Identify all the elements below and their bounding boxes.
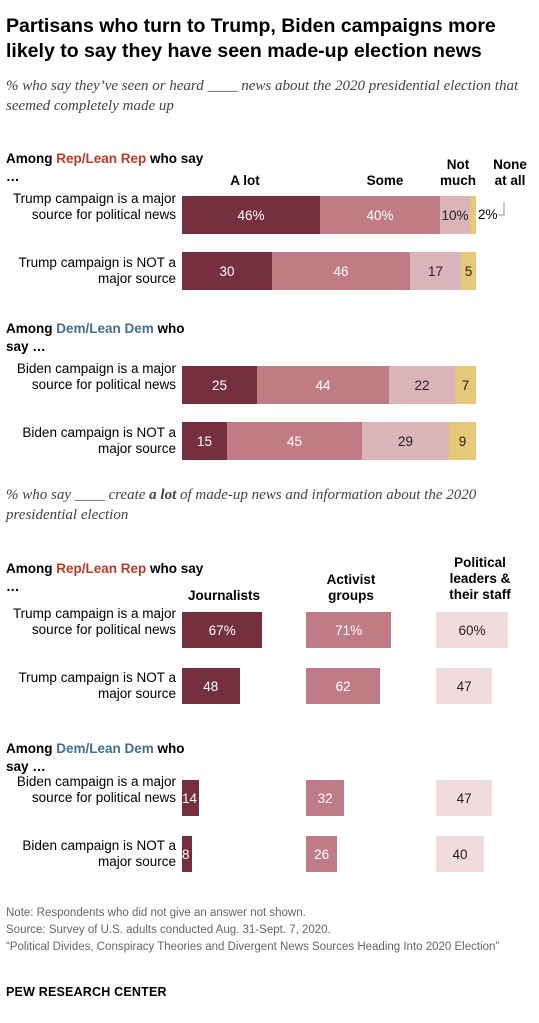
data-label: 44 [315, 377, 331, 393]
data-label: 5 [464, 263, 473, 279]
data-label: 26 [314, 846, 330, 862]
bar: 26 [306, 836, 338, 872]
data-label: 22 [414, 377, 430, 393]
row-label: Biden campaign is NOT a major source [22, 838, 176, 869]
data-label: 30 [219, 263, 235, 279]
bar-segment: 9 [449, 422, 476, 460]
data-label: 32 [317, 790, 333, 806]
pew-research-center-logo: PEW RESEARCH CENTER [6, 985, 167, 999]
bar-segment: 46% [182, 196, 320, 234]
row-label: Trump campaign is a major source for pol… [12, 191, 176, 222]
bar: 67% [182, 612, 263, 648]
legend-not-much: Not much [439, 157, 476, 188]
bar-segment: 22 [389, 366, 455, 404]
bar: 60% [436, 612, 508, 648]
row-label: Biden campaign is NOT a major source [22, 425, 176, 456]
data-label: 47 [456, 790, 472, 806]
bar-segment: 30 [182, 252, 272, 290]
chart-2-subtitle: % who say ____ create a lot of made-up n… [6, 487, 477, 523]
data-label: 48 [203, 678, 219, 694]
bar-segment: 29 [362, 422, 449, 460]
data-label: 45 [286, 433, 303, 449]
bar-segment: 5 [461, 252, 476, 290]
leader-line-none [498, 202, 505, 216]
row-label: Biden campaign is a major source for pol… [16, 361, 176, 392]
data-label: 47 [456, 678, 472, 694]
header-political-leaders: Political leaders & their staff [449, 555, 511, 602]
data-label: 2% [478, 207, 498, 222]
source: Source: Survey of U.S. adults conducted … [6, 924, 331, 936]
header-journalists: Journalists [187, 588, 261, 603]
data-label: 71% [335, 622, 363, 638]
row-label: Biden campaign is a major source for pol… [16, 774, 176, 805]
data-label: 25 [211, 377, 228, 393]
data-label: 46 [333, 263, 349, 279]
bar-segment: 7 [455, 366, 476, 404]
data-label: 67% [208, 622, 236, 638]
row-label: Trump campaign is NOT a major source [18, 255, 176, 286]
data-label: 46% [237, 207, 265, 223]
row-label: Trump campaign is NOT a major source [18, 670, 176, 701]
bar: 47 [436, 668, 493, 704]
chart-title: Partisans who turn to Trump, Biden campa… [6, 15, 496, 62]
data-label: 7 [461, 377, 470, 393]
group-label-rep: Among Rep/Lean Rep who say … [6, 561, 204, 594]
data-label: 60% [458, 622, 486, 638]
bar-segment: 15 [182, 422, 227, 460]
legend-some: Some [366, 173, 404, 188]
legend-none-at-all: None at all [493, 157, 527, 188]
data-label: 9 [458, 433, 467, 449]
data-label: 14 [182, 790, 198, 806]
data-label: 40% [366, 207, 394, 223]
bar-segment: 10% [440, 196, 470, 234]
data-label: 15 [196, 433, 213, 449]
bar: 32 [306, 780, 345, 816]
bar-segment: 25 [182, 366, 257, 404]
note: Note: Respondents who did not give an an… [6, 907, 306, 919]
bar-segment: 45 [227, 422, 362, 460]
bar: 40 [436, 836, 484, 872]
data-label: 8 [182, 846, 190, 862]
bar-segment: 44 [257, 366, 389, 404]
data-label: 10% [441, 207, 469, 223]
bar: 14 [182, 780, 199, 816]
data-label: 62 [335, 678, 351, 694]
bar: 71% [306, 612, 392, 648]
group-label-dem: Among Dem/Lean Dem who say … [6, 321, 185, 354]
data-label: 29 [397, 433, 414, 449]
legend-a-lot: A lot [230, 173, 260, 188]
data-label: 17 [427, 263, 444, 279]
group-label-rep: Among Rep/Lean Rep who say … [6, 151, 204, 184]
bar-segment: 46 [272, 252, 410, 290]
report-title: “Political Divides, Conspiracy Theories … [6, 941, 500, 953]
group-label-dem: Among Dem/Lean Dem who say … [6, 741, 185, 774]
bar: 62 [306, 668, 381, 704]
data-label: 40 [452, 846, 468, 862]
bar: 47 [436, 780, 493, 816]
bar-segment: 40% [320, 196, 440, 234]
row-label: Trump campaign is a major source for pol… [12, 606, 176, 637]
bar: 8 [182, 836, 192, 872]
bar-segment [470, 196, 476, 234]
header-activist-groups: Activist groups [326, 572, 376, 603]
chart-1-subtitle: % who say they’ve seen or heard ____ new… [6, 78, 519, 114]
bar-segment: 17 [410, 252, 461, 290]
bar: 48 [182, 668, 240, 704]
